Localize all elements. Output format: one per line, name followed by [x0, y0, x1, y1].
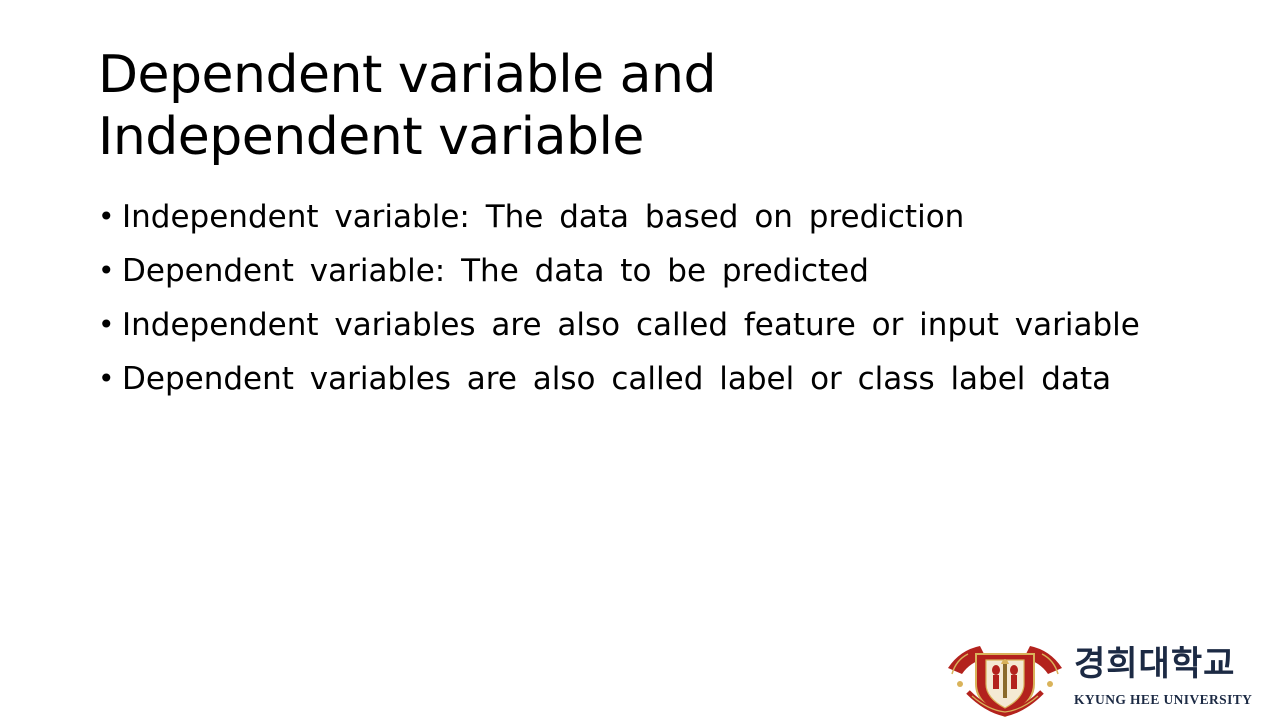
bullet-dot: •	[98, 362, 115, 395]
slide-title-line-1: Dependent variable and	[98, 45, 717, 105]
bullet-item: • Dependent variables are also called la…	[98, 352, 1258, 406]
slide-title: Dependent variable and Independent varia…	[98, 44, 1198, 168]
bullet-dot: •	[98, 200, 115, 233]
bullet-dot: •	[98, 308, 115, 341]
university-name-english: KYUNG HEE UNIVERSITY	[1074, 692, 1253, 707]
kyung-hee-emblem-icon	[948, 646, 1062, 718]
university-name-korean: 경희대학교	[1074, 644, 1236, 684]
bullet-text: Independent variable: The data based on …	[122, 199, 965, 235]
bullet-item: • Dependent variable: The data to be pre…	[98, 244, 1258, 298]
slide-title-line-2: Independent variable	[98, 107, 644, 167]
university-logo: 경희대학교 KYUNG HEE UNIVERSITY	[946, 640, 1268, 718]
bullet-item: • Independent variables are also called …	[98, 298, 1258, 352]
bullet-text: Dependent variable: The data to be predi…	[122, 253, 869, 289]
bullet-text: Independent variables are also called fe…	[122, 307, 1140, 343]
bullet-list: • Independent variable: The data based o…	[98, 190, 1258, 406]
bullet-dot: •	[98, 254, 115, 287]
bullet-text: Dependent variables are also called labe…	[122, 361, 1112, 397]
bullet-item: • Independent variable: The data based o…	[98, 190, 1258, 244]
